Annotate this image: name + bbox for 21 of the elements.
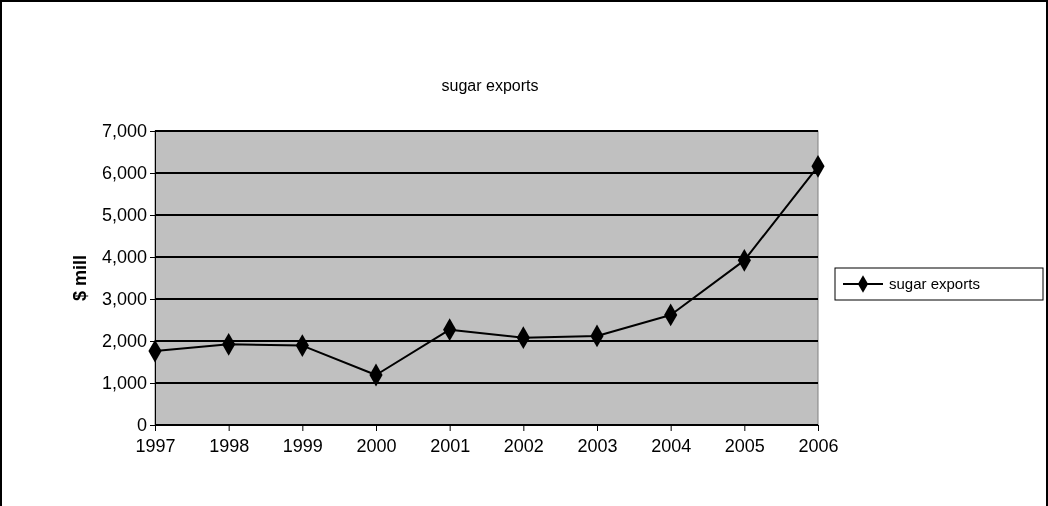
y-axis-title: $ mill: [70, 254, 90, 302]
x-tick-label: 2003: [577, 436, 618, 456]
x-tick-label: 2002: [503, 436, 544, 456]
x-tick-label: 2006: [798, 436, 839, 456]
x-tick-label: 1999: [282, 436, 323, 456]
chart-title: sugar exports: [441, 77, 539, 94]
x-tick-label: 1997: [135, 436, 176, 456]
y-tick-label: 3,000: [101, 289, 147, 310]
y-tick-label: 5,000: [101, 205, 147, 226]
y-tick-label: 6,000: [101, 163, 147, 184]
legend-label: sugar exports: [889, 275, 980, 292]
x-tick-label: 2004: [651, 436, 692, 456]
y-tick-label: 7,000: [101, 121, 147, 142]
x-tick-label: 2001: [430, 436, 471, 456]
y-tick-label: 2,000: [101, 331, 147, 352]
y-tick-label: 1,000: [101, 373, 147, 394]
x-tick-label: 2005: [724, 436, 765, 456]
x-tick-label: 1998: [209, 436, 250, 456]
x-tick-label: 2000: [356, 436, 397, 456]
y-tick-label: 0: [136, 415, 147, 436]
y-tick-label: 4,000: [101, 247, 147, 268]
